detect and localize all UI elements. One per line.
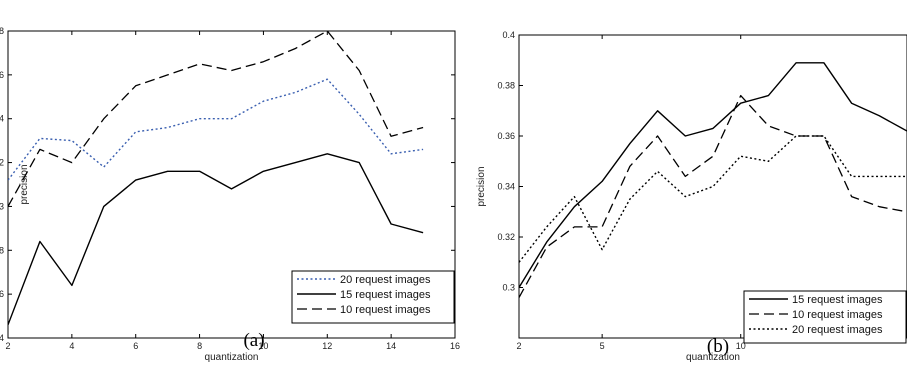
y-tick-label: 0.36 xyxy=(0,70,4,80)
legend-entry: 20 request images xyxy=(792,324,883,336)
x-tick-label: 8 xyxy=(197,341,202,351)
y-tick-label: 0.36 xyxy=(497,131,515,141)
legend-entry: 15 request images xyxy=(340,289,431,301)
legend-entry: 10 request images xyxy=(792,309,883,321)
x-tick-label: 5 xyxy=(600,341,605,351)
series-group xyxy=(519,62,907,298)
x-tick-label: 14 xyxy=(386,341,396,351)
y-tick-label: 0.24 xyxy=(0,333,4,343)
series-line-dotted xyxy=(8,78,424,181)
series-line-dotted xyxy=(519,135,907,263)
y-tick-label: 0.4 xyxy=(502,30,515,40)
panel-label: (a) xyxy=(243,330,264,351)
legend-entry: 15 request images xyxy=(792,294,883,306)
series-line-dashed xyxy=(519,94,907,298)
series-line-solid xyxy=(519,62,907,288)
legend-box xyxy=(291,270,455,324)
x-tick-label: 16 xyxy=(450,341,460,351)
x-tick-label: 10 xyxy=(258,341,268,351)
y-axis-label: precision xyxy=(476,166,487,206)
series-line-dashed xyxy=(8,31,424,207)
x-tick-label: 4 xyxy=(69,341,74,351)
series-group xyxy=(8,31,424,326)
y-axis-label: precision xyxy=(19,164,30,204)
series-line-solid xyxy=(8,153,424,326)
x-tick-label: 10 xyxy=(736,341,746,351)
panel-label: (b) xyxy=(707,336,729,357)
chart-a: 0.24 0.26 0.28 0.3 0.32 0.34 0.36 0.38 2 4 6 8 10 12 1… xyxy=(0,26,460,363)
y-tick-label: 0.38 xyxy=(497,81,515,91)
y-tick-label: 0.32 xyxy=(0,158,4,168)
y-tick-label: 0.38 xyxy=(0,26,4,36)
y-tick-label: 0.3 xyxy=(0,201,4,211)
legend-entry: 20 request images xyxy=(340,274,431,286)
x-axis-label: quantization xyxy=(686,352,740,363)
legend-entry: 10 request images xyxy=(340,304,431,316)
x-tick-label: 2 xyxy=(516,341,521,351)
x-tick-label: 12 xyxy=(322,341,332,351)
y-tick-label: 0.3 xyxy=(502,283,515,293)
y-tick-label: 0.26 xyxy=(0,289,4,299)
y-tick-label: 0.28 xyxy=(0,245,4,255)
x-tick-label: 2 xyxy=(5,341,10,351)
plot-frame xyxy=(7,30,456,339)
y-tick-label: 0.32 xyxy=(497,232,515,242)
y-tick-label: 0.34 xyxy=(0,114,4,124)
x-tick-label: 6 xyxy=(133,341,138,351)
x-axis-label: quantization xyxy=(205,352,259,363)
y-tick-label: 0.34 xyxy=(497,182,515,192)
